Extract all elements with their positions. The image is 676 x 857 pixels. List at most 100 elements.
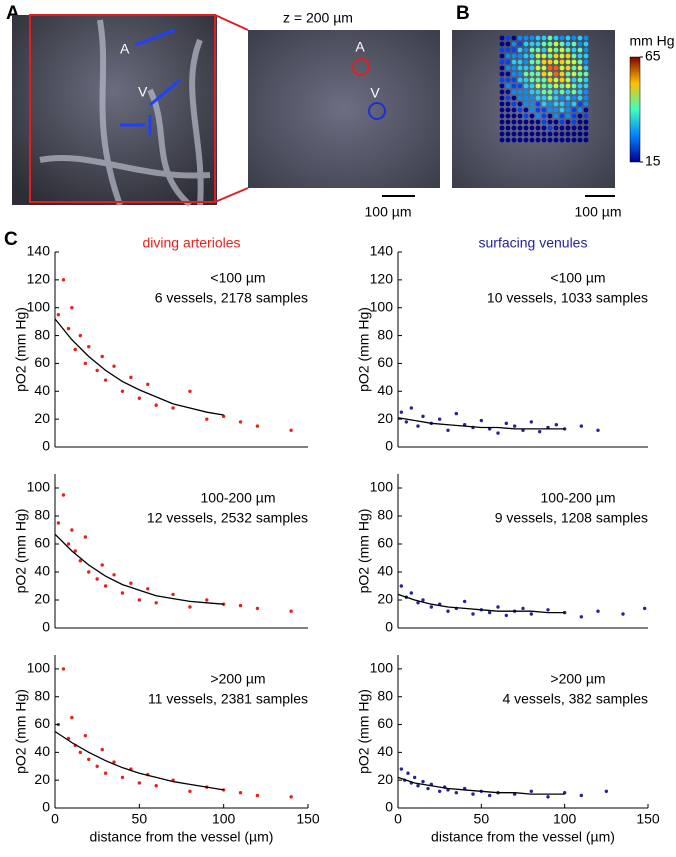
map-dot	[505, 119, 511, 125]
map-dot	[505, 41, 511, 47]
map-dot	[505, 77, 511, 83]
map-dot	[517, 95, 523, 101]
data-point	[70, 528, 74, 532]
map-dot	[583, 41, 589, 47]
map-dot	[523, 59, 529, 65]
data-point	[83, 733, 88, 738]
map-dot	[499, 77, 505, 83]
x-tick-label: 150	[636, 811, 660, 827]
map-dot	[559, 125, 565, 131]
map-dot	[565, 65, 571, 71]
colorbar-tick-label: 15	[645, 153, 661, 169]
map-dot	[559, 83, 565, 89]
data-point	[238, 603, 243, 608]
map-dot	[523, 119, 529, 125]
map-dot	[571, 101, 577, 107]
map-dot	[583, 119, 589, 125]
data-point	[537, 429, 542, 434]
map-dot	[499, 83, 505, 89]
map-dot	[517, 59, 523, 65]
data-point	[496, 431, 500, 435]
map-dot	[577, 137, 583, 143]
vessels	[39, 19, 211, 208]
data-point	[171, 406, 175, 410]
data-point	[512, 424, 517, 428]
map-dot	[559, 137, 565, 143]
data-point	[78, 750, 83, 755]
map-dot	[565, 125, 571, 131]
map-dot	[571, 95, 577, 101]
data-point	[112, 364, 116, 368]
map-dot	[541, 35, 547, 41]
map-dot	[553, 77, 559, 83]
data-point	[87, 345, 91, 349]
map-dot	[559, 119, 565, 125]
map-dot	[505, 113, 511, 119]
y-tick-label: 0	[385, 799, 393, 815]
data-point	[462, 599, 467, 604]
map-dot	[511, 47, 517, 53]
map-dot	[517, 41, 523, 47]
x-tick-label: 150	[296, 811, 320, 827]
map-dot	[565, 77, 571, 83]
map-dot	[535, 35, 541, 41]
map-dot	[523, 41, 529, 47]
data-point	[100, 747, 104, 752]
y-tick-label: 100	[370, 298, 394, 314]
map-dot	[511, 95, 517, 101]
y-tick-label: 20	[377, 410, 393, 426]
map-dot	[583, 77, 589, 83]
map-dot	[577, 101, 583, 107]
map-dot	[499, 47, 505, 53]
data-point	[221, 414, 226, 419]
data-point	[83, 535, 88, 539]
y-tick-label: 40	[34, 563, 50, 579]
map-dot	[571, 107, 577, 113]
map-dot	[529, 41, 535, 47]
map-dot	[511, 35, 517, 41]
map-dot	[583, 89, 589, 95]
map-dot	[511, 113, 517, 119]
data-point	[446, 428, 450, 432]
map-dot	[583, 53, 589, 59]
data-point	[56, 521, 61, 525]
map-dot	[523, 53, 529, 59]
map-dot	[541, 125, 547, 131]
map-dot	[529, 65, 535, 71]
artery-label: A	[355, 39, 365, 55]
y-tick-label: 100	[27, 298, 51, 314]
data-point	[621, 612, 625, 616]
map-dot	[577, 95, 583, 101]
annotation: >200 µm	[550, 671, 605, 687]
map-dot	[505, 65, 511, 71]
map-dot	[577, 113, 583, 119]
y-tick-label: 80	[377, 326, 393, 342]
data-point	[66, 542, 71, 546]
map-dot	[529, 131, 535, 137]
data-point	[454, 411, 459, 416]
map-dot	[553, 83, 559, 89]
map-dot	[505, 47, 511, 53]
y-tick-label: 140	[370, 243, 394, 259]
data-point	[188, 389, 192, 393]
data-point	[529, 420, 534, 424]
map-dot	[559, 71, 565, 77]
map-dot	[505, 101, 511, 107]
data-point	[78, 559, 83, 563]
map-dot	[535, 71, 541, 77]
map-dot	[535, 53, 541, 59]
map-dot	[565, 137, 571, 143]
map-dot	[535, 77, 541, 83]
y-tick-label: 80	[34, 326, 50, 342]
map-dot	[559, 89, 565, 95]
map-dot	[583, 47, 589, 53]
data-point	[154, 403, 158, 407]
chart-title: diving arterioles	[142, 235, 240, 251]
map-dot	[523, 95, 529, 101]
map-dot	[529, 137, 535, 143]
map-dot	[535, 131, 541, 137]
map-dot	[499, 53, 505, 59]
map-dot	[571, 113, 577, 119]
y-axis-label: pO2 (mm Hg)	[356, 509, 372, 594]
map-dot	[517, 125, 523, 131]
